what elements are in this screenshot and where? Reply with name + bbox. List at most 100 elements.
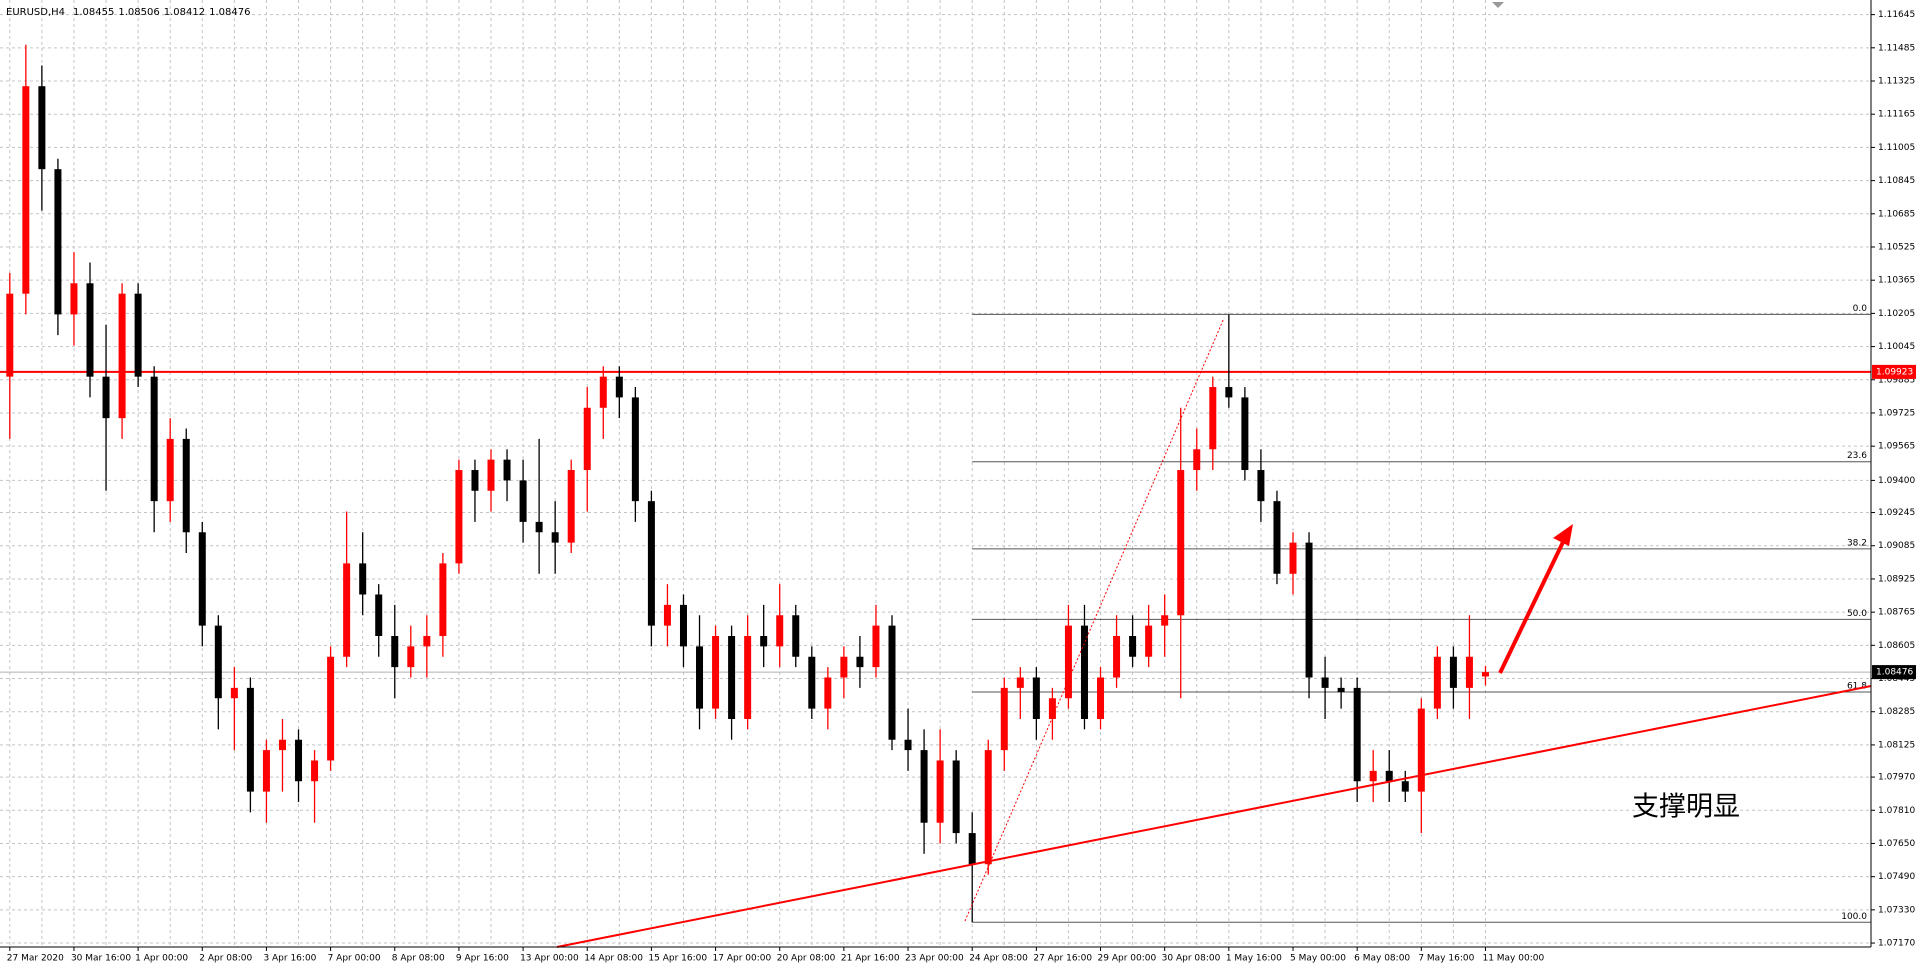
candle-body	[615, 376, 623, 398]
candle-body	[1145, 625, 1153, 657]
candle-body	[792, 615, 800, 657]
x-tick-label: 5 May 00:00	[1290, 954, 1346, 964]
high: 1.08506	[118, 7, 159, 18]
candle-body	[375, 594, 383, 636]
candle-body	[118, 293, 126, 419]
fib-label: 100.0	[1841, 912, 1867, 922]
y-tick-label: 1.09725	[1878, 408, 1915, 418]
candle-body	[1161, 615, 1169, 626]
x-tick-label: 21 Apr 16:00	[841, 954, 900, 964]
candle-body	[599, 376, 607, 408]
candle-body	[1449, 656, 1457, 688]
shift-marker	[1492, 2, 1504, 8]
candle-body	[1353, 687, 1361, 782]
candle-body	[1064, 625, 1072, 699]
candle-body	[455, 470, 463, 564]
y-tick-label: 1.07170	[1878, 939, 1915, 949]
chart-header: EURUSD,H4 1.08455 1.08506 1.08412 1.08476	[6, 7, 250, 18]
x-tick-label: 11 May 00:00	[1482, 954, 1544, 964]
x-tick-label: 30 Mar 16:00	[71, 954, 131, 964]
x-tick-label: 9 Apr 16:00	[456, 954, 509, 964]
x-tick-label: 13 Apr 00:00	[520, 954, 579, 964]
candle-body	[968, 833, 976, 865]
y-tick-label: 1.11005	[1878, 143, 1915, 153]
y-tick-label: 1.08765	[1878, 608, 1915, 618]
annotation: 支撑明显	[1632, 792, 1740, 823]
grid-layer	[0, 0, 1871, 947]
x-tick-label: 6 May 08:00	[1354, 954, 1410, 964]
candle-body	[856, 656, 864, 668]
candle-body	[696, 646, 704, 709]
candle-body	[888, 625, 896, 740]
candle-body	[214, 625, 222, 699]
y-tick-label: 1.09085	[1878, 541, 1915, 551]
y-tick-label: 1.08125	[1878, 740, 1915, 750]
candle-body	[230, 687, 238, 699]
candle-body	[262, 750, 270, 792]
current-price-tag	[1872, 665, 1916, 680]
candle-body	[54, 169, 62, 315]
fib-baseline	[964, 317, 1225, 922]
candle-body	[295, 739, 303, 782]
overlay-layer: 0.0 23.6 38.2 50.0 61.8 100.0	[0, 304, 1871, 923]
x-tick-label: 3 Apr 16:00	[263, 954, 316, 964]
candle-body	[102, 376, 110, 419]
y-tick-label: 1.10685	[1878, 209, 1915, 219]
candle-body	[1417, 708, 1425, 792]
arrow-shaft	[1498, 539, 1566, 674]
candle-body	[1241, 397, 1249, 471]
candle-body	[744, 635, 752, 719]
candle-body	[1369, 770, 1377, 782]
candle-body	[535, 521, 543, 533]
x-tick-label: 27 Mar 2020	[7, 954, 64, 964]
y-tick-label: 1.10205	[1878, 309, 1915, 319]
candle-body	[760, 635, 768, 647]
x-tick-label: 23 Apr 00:00	[905, 954, 964, 964]
fib-label: 61.8	[1847, 682, 1867, 692]
candle-body	[38, 86, 46, 170]
close: 1.08476	[209, 7, 250, 18]
x-tick-label: 14 Apr 08:00	[584, 954, 643, 964]
current-price-label: 1.08476	[1876, 668, 1913, 678]
candle-body	[343, 563, 351, 657]
candle-body	[423, 635, 431, 647]
candle-body	[327, 656, 335, 761]
candle-body	[503, 459, 511, 481]
candle-body	[391, 635, 399, 668]
candle-body	[1000, 687, 1008, 751]
candle-body	[984, 750, 992, 865]
x-tick-label: 8 Apr 08:00	[392, 954, 445, 964]
candle-body	[712, 635, 720, 709]
y-tick-label: 1.07330	[1878, 905, 1915, 915]
candle-body	[22, 86, 30, 294]
fib-label: 50.0	[1847, 609, 1867, 619]
fib-label: 0.0	[1853, 304, 1868, 314]
candle-body	[808, 656, 816, 709]
candle-body	[150, 376, 158, 502]
candle-body	[311, 760, 319, 782]
candle-body	[1193, 449, 1201, 471]
y-tick-label: 1.10045	[1878, 342, 1915, 352]
candle-body	[1177, 470, 1185, 616]
candle-body	[1433, 656, 1441, 709]
y-tick-label: 1.11645	[1878, 10, 1915, 20]
candle-body	[647, 501, 655, 626]
arrow-head	[1553, 524, 1573, 546]
price-level-tag	[1872, 364, 1916, 379]
x-tick-label: 29 Apr 00:00	[1098, 954, 1157, 964]
trendline	[556, 685, 1872, 948]
candle-body	[359, 563, 367, 595]
y-tick-label: 1.10365	[1878, 276, 1915, 286]
candle-body	[551, 532, 559, 543]
candle-body	[246, 687, 254, 792]
open: 1.08455	[73, 7, 114, 18]
candle-body	[278, 739, 286, 751]
candle-body	[1225, 387, 1233, 398]
y-tick-label: 1.07810	[1878, 806, 1915, 816]
y-tick-label: 1.09885	[1878, 375, 1915, 385]
candle-body	[1129, 635, 1137, 657]
y-tick-label: 1.08285	[1878, 707, 1915, 717]
y-tick-label: 1.09565	[1878, 442, 1915, 452]
